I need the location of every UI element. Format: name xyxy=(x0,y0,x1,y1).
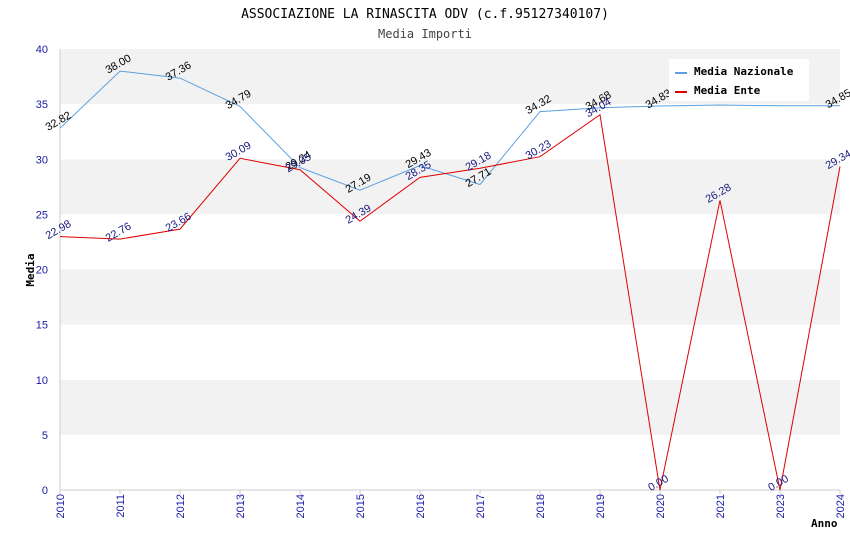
chart-title: ASSOCIAZIONE LA RINASCITA ODV (c.f.95127… xyxy=(241,7,609,22)
x-axis-label: Anno xyxy=(811,517,838,530)
x-tick-label: 2010 xyxy=(55,494,67,518)
x-tick-label: 2012 xyxy=(175,494,187,518)
x-tick-label: 2023 xyxy=(775,494,787,518)
y-axis-label: Media xyxy=(24,253,37,286)
x-tick-label: 2021 xyxy=(715,494,727,518)
grid-band xyxy=(60,434,840,490)
legend: Media Nazionale Media Ente xyxy=(669,59,809,101)
y-tick-label: 5 xyxy=(42,430,48,442)
legend-box xyxy=(669,59,809,101)
x-tick-label: 2015 xyxy=(355,494,367,518)
y-tick-label: 35 xyxy=(36,99,48,111)
y-tick-label: 40 xyxy=(36,44,48,56)
x-tick-label: 2020 xyxy=(655,494,667,518)
y-tick-label: 20 xyxy=(36,265,48,277)
series-group xyxy=(59,70,841,491)
y-tick-label: 15 xyxy=(36,320,48,332)
grid-band xyxy=(60,104,840,160)
x-tick-labels: 2010 2011 2012 2013 2014 2015 2016 2017 2018 2019… xyxy=(55,490,847,518)
series-line-media-nazionale xyxy=(59,70,840,191)
grid-band xyxy=(60,379,840,435)
y-tick-label: 25 xyxy=(36,209,48,221)
x-tick-label: 2019 xyxy=(595,494,607,518)
x-tick-label: 2013 xyxy=(235,494,247,518)
y-tick-labels: 0 5 10 15 20 25 30 35 40 xyxy=(36,44,48,497)
x-tick-label: 2018 xyxy=(535,494,547,518)
grid-band xyxy=(60,324,840,380)
legend-label-ente: Media Ente xyxy=(694,84,761,97)
y-tick-label: 10 xyxy=(36,375,48,387)
x-tick-label: 2016 xyxy=(415,494,427,518)
grid-band xyxy=(60,269,840,325)
y-tick-label: 0 xyxy=(42,485,48,497)
series-line-media-ente xyxy=(59,113,841,491)
grid-bands xyxy=(60,49,840,490)
legend-label-nazionale: Media Nazionale xyxy=(694,65,794,78)
x-tick-label: 2011 xyxy=(115,494,127,518)
y-tick-label: 30 xyxy=(36,154,48,166)
x-tick-label: 2017 xyxy=(475,494,487,518)
x-tick-label: 2014 xyxy=(295,494,307,518)
grid-band xyxy=(60,214,840,270)
x-tick-label: 2024 xyxy=(835,494,847,518)
chart-subtitle: Media Importi xyxy=(378,27,472,41)
grid-band xyxy=(60,159,840,215)
axes xyxy=(59,49,840,491)
